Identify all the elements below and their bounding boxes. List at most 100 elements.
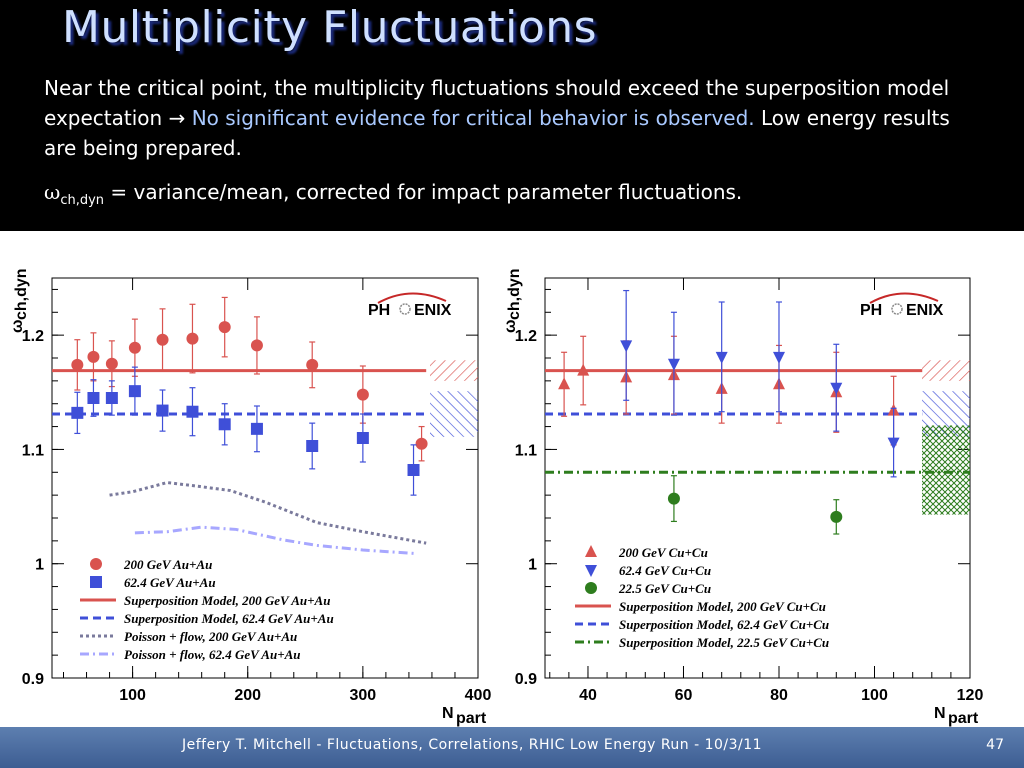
logo-star-icon xyxy=(399,303,411,315)
x-tick-label: 200 xyxy=(234,687,261,704)
data-point xyxy=(887,437,900,450)
logo-text-right: ENIX xyxy=(414,302,452,319)
intro-text-2: Low energy results are being prepared. xyxy=(44,106,950,160)
y-axis-label-sub: ch,dyn xyxy=(506,268,523,320)
data-point xyxy=(87,392,100,404)
data-point xyxy=(356,388,369,401)
x-tick-label: 100 xyxy=(119,687,146,704)
phenix-logo: PH ENIX xyxy=(368,292,452,319)
omega-symbol: ω xyxy=(44,180,61,204)
y-axis-label-sub: ch,dyn xyxy=(13,268,30,320)
legend-label: 200 GeV Au+Au xyxy=(123,557,212,572)
data-point xyxy=(830,510,843,523)
x-tick-label: 300 xyxy=(350,687,377,704)
x-tick-label: 80 xyxy=(770,687,788,704)
logo-star-icon xyxy=(891,303,903,315)
data-point xyxy=(830,382,843,395)
data-point xyxy=(71,406,84,419)
data-point xyxy=(105,357,118,370)
logo-swoosh-icon xyxy=(869,292,939,304)
poisson-flow-curve xyxy=(109,481,427,545)
data-point xyxy=(71,358,84,371)
y-tick-label: 0.9 xyxy=(515,671,537,688)
legend-label: Superposition Model, 200 GeV Cu+Cu xyxy=(619,599,826,614)
intro-highlight: No significant evidence for critical beh… xyxy=(191,106,755,130)
y-tick-label: 1.1 xyxy=(515,442,537,459)
legend-marker-swatch xyxy=(90,558,102,570)
data-point xyxy=(105,392,118,404)
y-tick-label: 0.9 xyxy=(22,671,44,688)
systematic-band xyxy=(922,360,970,381)
data-point xyxy=(156,333,169,346)
x-axis-label-sub: part xyxy=(456,710,487,727)
data-point xyxy=(407,464,420,476)
y-tick-label: 1 xyxy=(35,557,44,574)
legend-label: 62.4 GeV Au+Au xyxy=(124,575,216,590)
x-tick-label: 40 xyxy=(579,687,597,704)
definition-text: = variance/mean, corrected for impact pa… xyxy=(104,180,743,204)
data-point xyxy=(250,422,263,435)
data-point xyxy=(87,350,100,363)
legend-label: 62.4 GeV Cu+Cu xyxy=(619,563,711,578)
logo-text-right: ENIX xyxy=(906,302,944,319)
x-axis-label: N xyxy=(442,705,454,722)
data-point xyxy=(356,432,369,444)
footer-text: Jeffery T. Mitchell - Fluctuations, Corr… xyxy=(182,737,763,753)
data-point xyxy=(558,377,571,390)
slide-title: Multiplicity Fluctuations xyxy=(62,2,598,53)
data-point xyxy=(306,358,319,371)
logo-swoosh-icon xyxy=(377,292,447,304)
x-tick-label: 60 xyxy=(675,687,693,704)
legend-marker-swatch xyxy=(585,565,597,577)
legend-marker-swatch xyxy=(90,576,102,588)
systematic-band xyxy=(922,425,970,515)
plot-frame xyxy=(51,277,479,679)
legend-label: Superposition Model, 22.5 GeV Cu+Cu xyxy=(619,635,829,650)
omega-subscript: ch,dyn xyxy=(60,193,105,208)
slide-footer: Jeffery T. Mitchell - Fluctuations, Corr… xyxy=(0,727,1024,768)
x-tick-label: 400 xyxy=(465,687,492,704)
definition-line: ωch,dyn = variance/mean, corrected for i… xyxy=(44,180,742,208)
systematic-band xyxy=(430,360,478,381)
logo-text-left: PH xyxy=(860,302,882,319)
intro-paragraph: Near the critical point, the multiplicit… xyxy=(44,73,974,163)
data-point xyxy=(250,339,263,352)
data-point xyxy=(577,363,590,376)
y-tick-label: 1.1 xyxy=(22,442,44,459)
data-point xyxy=(218,418,231,431)
data-point xyxy=(306,440,319,452)
data-point xyxy=(186,405,199,418)
logo-text-left: PH xyxy=(368,302,390,319)
data-point xyxy=(715,351,728,364)
chart-2: 0.9 1 1.1 1.2 40 60 80 100 120 N part ωch,dyn PH ENIX… xyxy=(502,268,983,727)
data-point xyxy=(620,340,633,353)
y-axis-label: ω xyxy=(502,319,519,333)
data-point xyxy=(128,385,141,398)
y-axis-label: ω xyxy=(9,319,26,333)
x-axis-label-sub: part xyxy=(948,710,979,727)
data-point xyxy=(667,492,680,505)
legend-label: 22.5 GeV Cu+Cu xyxy=(618,581,711,596)
x-tick-label: 100 xyxy=(861,687,888,704)
data-point xyxy=(128,341,141,354)
x-tick-label: 120 xyxy=(957,687,984,704)
legend-marker-swatch xyxy=(585,582,597,594)
data-point xyxy=(186,332,199,345)
data-point xyxy=(156,404,169,417)
legend-label: Poisson + flow, 62.4 GeV Au+Au xyxy=(124,647,301,662)
page-number: 47 xyxy=(986,737,1004,753)
arrow-icon: → xyxy=(168,106,186,130)
legend-label: 200 GeV Cu+Cu xyxy=(618,545,708,560)
intro-text-1: Near the critical point, the multiplicit… xyxy=(44,76,950,130)
legend-marker-swatch xyxy=(585,545,597,557)
chart-1: 0.9 1 1.1 1.2 100 200 300 400 N part ωch,dyn PH ENIX… xyxy=(9,268,491,727)
data-point xyxy=(415,437,428,450)
y-tick-label: 1 xyxy=(528,557,537,574)
legend-label: Superposition Model, 62.4 GeV Au+Au xyxy=(124,611,334,626)
data-point xyxy=(772,351,785,364)
data-point xyxy=(667,358,680,371)
systematic-band xyxy=(430,391,478,437)
x-axis-label: N xyxy=(934,705,946,722)
